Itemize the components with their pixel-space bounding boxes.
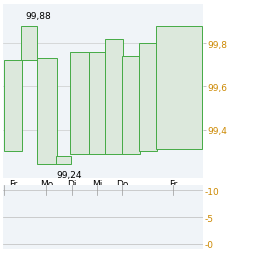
Text: Do: Do <box>116 180 129 188</box>
FancyBboxPatch shape <box>4 61 22 152</box>
FancyBboxPatch shape <box>70 53 89 154</box>
FancyBboxPatch shape <box>37 59 56 165</box>
Text: Mi: Mi <box>92 180 102 188</box>
Text: Fr: Fr <box>169 180 177 188</box>
Text: 99,88: 99,88 <box>25 12 51 21</box>
FancyBboxPatch shape <box>21 27 37 61</box>
Text: Fr: Fr <box>9 180 17 188</box>
FancyBboxPatch shape <box>139 44 157 152</box>
FancyBboxPatch shape <box>56 156 71 165</box>
FancyBboxPatch shape <box>122 57 140 154</box>
Text: Di: Di <box>67 180 77 188</box>
Text: Mo: Mo <box>40 180 53 188</box>
FancyBboxPatch shape <box>89 53 106 154</box>
FancyBboxPatch shape <box>106 40 123 154</box>
Text: 99,24: 99,24 <box>56 170 81 179</box>
FancyBboxPatch shape <box>156 27 202 150</box>
